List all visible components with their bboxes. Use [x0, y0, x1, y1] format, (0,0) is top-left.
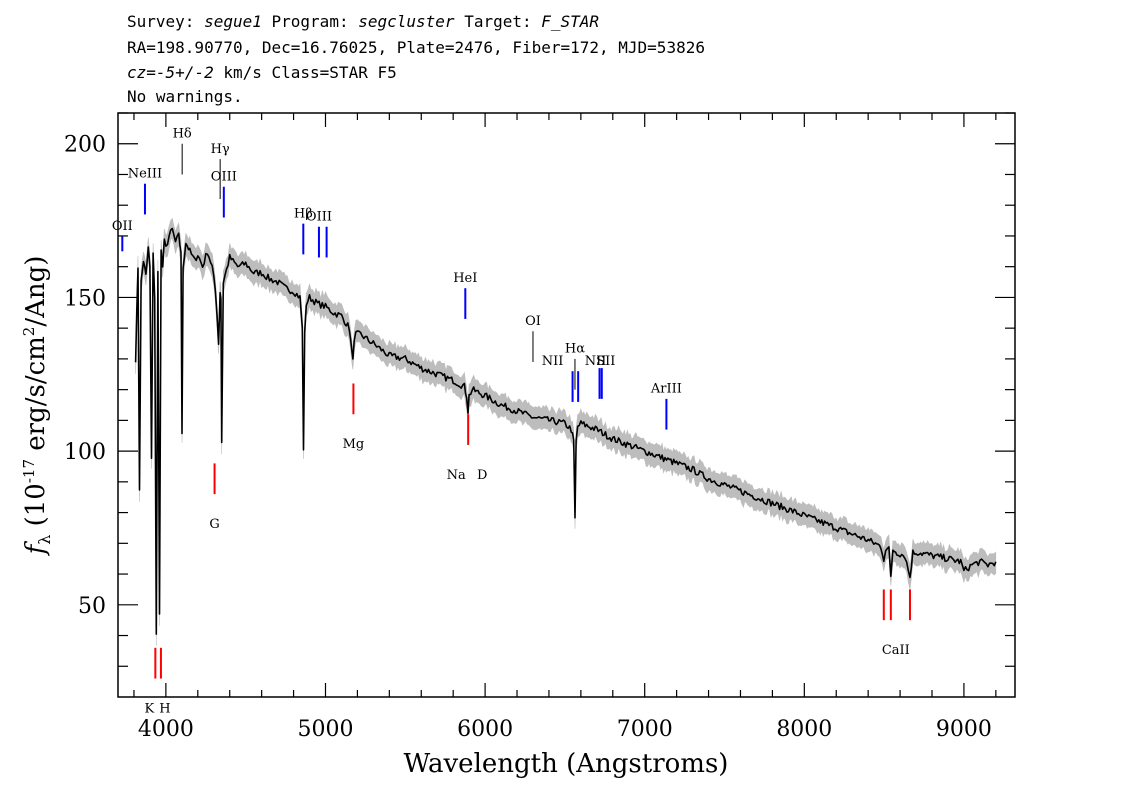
x-tick-label: 4000 — [138, 717, 194, 742]
survey-value: segue1 — [204, 12, 262, 31]
spectrum-line-layer — [134, 227, 997, 635]
cz-label: cz= — [127, 63, 156, 82]
header-line-warnings: No warnings. — [127, 87, 243, 106]
y-axis-label-end: /Ang) — [21, 256, 51, 327]
header-line-survey: Survey: segue1 Program: segcluster Targe… — [127, 12, 599, 32]
survey-label: Survey: — [127, 12, 195, 31]
x-tick-label: 5000 — [297, 717, 353, 742]
line-markers-layer: OIINeIIIHδHγOIIIHβOIIIHeIOINIIHαNIISIIAr… — [112, 127, 911, 716]
program-label: Program: — [271, 12, 349, 31]
line-marker-label: CaII — [882, 643, 910, 658]
line-marker-label: D — [477, 468, 487, 483]
y-axis-label-exp2: 2 — [20, 327, 38, 337]
x-tick-label: 8000 — [776, 717, 832, 742]
line-marker-label: ArIII — [650, 382, 682, 397]
cz-value: -5+/-2 — [155, 63, 214, 82]
y-tick-label: 150 — [64, 286, 106, 311]
y-tick-label: 100 — [64, 440, 106, 465]
x-axis-label: Wavelength (Angstroms) — [404, 749, 729, 779]
line-marker-label: OIII — [211, 170, 237, 185]
line-marker-label: NeIII — [128, 167, 162, 182]
axis-ticks-layer: 4000 5000 6000 7000 8000 9000 50 100 150 200 — [64, 112, 1015, 742]
y-axis-label-rest: erg/s/cm — [21, 336, 51, 459]
line-marker-label: NII — [542, 354, 564, 369]
line-marker-label: K — [144, 701, 154, 716]
x-tick-label: 9000 — [936, 717, 992, 742]
line-marker-label: SII — [596, 354, 615, 369]
line-marker-label: H — [159, 701, 170, 716]
spectrum-line — [134, 227, 997, 635]
header-line-coordinates: RA=198.90770, Dec=16.76025, Plate=2476, … — [127, 38, 705, 57]
y-axis-label-exp: -17 — [20, 459, 38, 483]
y-tick-label: 200 — [64, 133, 106, 158]
target-label: Target: — [464, 12, 532, 31]
y-axis-label: fλ (10-17 erg/s/cm2/Ang) — [20, 256, 54, 557]
line-marker-label: OII — [112, 219, 133, 234]
x-tick-label: 6000 — [457, 717, 513, 742]
line-marker-label: Mg — [343, 437, 365, 452]
line-marker-label: G — [209, 517, 219, 532]
line-marker-label: Na — [447, 468, 466, 483]
line-marker-label: HeI — [453, 271, 477, 286]
error-band — [135, 217, 997, 646]
line-marker-label: Hβ — [294, 207, 313, 222]
line-marker-label: Hα — [565, 342, 585, 357]
plot-frame — [117, 112, 1016, 698]
program-value: segcluster — [358, 12, 455, 31]
y-axis-label-main: (10 — [21, 483, 51, 535]
line-marker-label: Hγ — [211, 142, 230, 157]
line-marker-label: Hδ — [173, 127, 192, 142]
x-tick-label: 7000 — [617, 717, 673, 742]
line-marker-label: OIII — [306, 210, 332, 225]
target-value: F_STAR — [541, 12, 600, 31]
header-line-redshift: cz=-5+/-2 km/s Class=STAR F5 — [127, 63, 397, 83]
y-axis-label-sub: λ — [35, 535, 54, 545]
y-tick-label: 50 — [78, 594, 106, 619]
cz-rest: km/s Class=STAR F5 — [213, 63, 397, 82]
error-band-layer — [135, 217, 997, 646]
line-marker-label: NII — [585, 354, 607, 369]
line-marker-label: OI — [525, 314, 541, 329]
